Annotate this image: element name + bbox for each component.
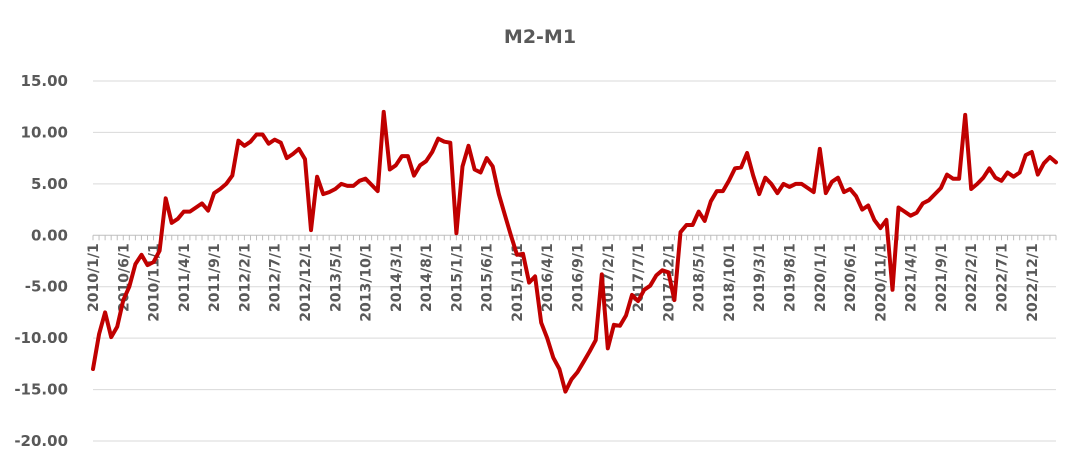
x-tick-label: 2015/6/1: [480, 243, 496, 312]
y-tick-label: -15.00: [14, 381, 68, 399]
x-tick-label: 2015/1/1: [449, 243, 465, 312]
x-tick-label: 2020/1/1: [813, 243, 829, 312]
y-tick-label: 0.00: [31, 226, 68, 244]
x-tick-label: 2022/7/1: [994, 243, 1010, 312]
y-tick-label: -10.00: [14, 329, 68, 347]
x-tick-label: 2015/11/1: [510, 243, 526, 321]
x-tick-label: 2012/2/1: [237, 243, 253, 312]
x-axis-tick-labels: 2010/1/1 2010/6/1 2010/11/1 2011/4/1 2011/9/…: [86, 243, 1041, 321]
x-tick-label: 2014/3/1: [389, 243, 405, 312]
chart-title: M2-M1: [504, 26, 576, 48]
series-layer: [91, 109, 1058, 394]
x-tick-label: 2022/2/1: [964, 243, 980, 312]
y-tick-label: 15.00: [21, 72, 68, 90]
x-tick-label: 2021/4/1: [904, 243, 920, 312]
x-tick-label: 2012/7/1: [268, 243, 284, 312]
y-axis-tick-labels: 15.00 10.00 5.00 0.00 -5.00 -10.00 -15.00 -20.0…: [14, 72, 68, 450]
x-tick-label: 2019/3/1: [752, 243, 768, 312]
x-tick-label: 2013/10/1: [359, 243, 375, 321]
x-tick-label: 2014/8/1: [419, 243, 435, 312]
x-tick-label: 2010/11/1: [147, 243, 163, 321]
y-tick-label: 5.00: [31, 175, 68, 193]
x-tick-label: 2019/8/1: [783, 243, 799, 312]
x-tick-label: 2012/12/1: [298, 243, 314, 321]
series-line: [91, 109, 1058, 394]
x-tick-label: 2013/5/1: [328, 243, 344, 312]
y-tick-label: -20.00: [14, 432, 68, 450]
y-tick-label: -5.00: [25, 278, 68, 296]
x-tick-label: 2018/10/1: [722, 243, 738, 321]
x-tick-label: 2011/4/1: [177, 243, 193, 312]
x-tick-label: 2020/11/1: [873, 243, 889, 321]
x-tick-label: 2018/5/1: [692, 243, 708, 312]
x-tick-label: 2010/6/1: [116, 243, 132, 312]
x-tick-label: 2010/1/1: [86, 243, 102, 312]
x-tick-label: 2022/12/1: [1025, 243, 1041, 321]
x-tick-label: 2021/9/1: [934, 243, 950, 312]
x-tick-label: 2016/9/1: [571, 243, 587, 312]
x-tick-label: 2020/6/1: [843, 243, 859, 312]
x-tick-label: 2016/4/1: [540, 243, 556, 312]
y-tick-label: 10.00: [21, 123, 68, 141]
x-tick-label: 2011/9/1: [207, 243, 223, 312]
grid-lines: [93, 80, 1056, 442]
x-axis: [92, 234, 1057, 241]
